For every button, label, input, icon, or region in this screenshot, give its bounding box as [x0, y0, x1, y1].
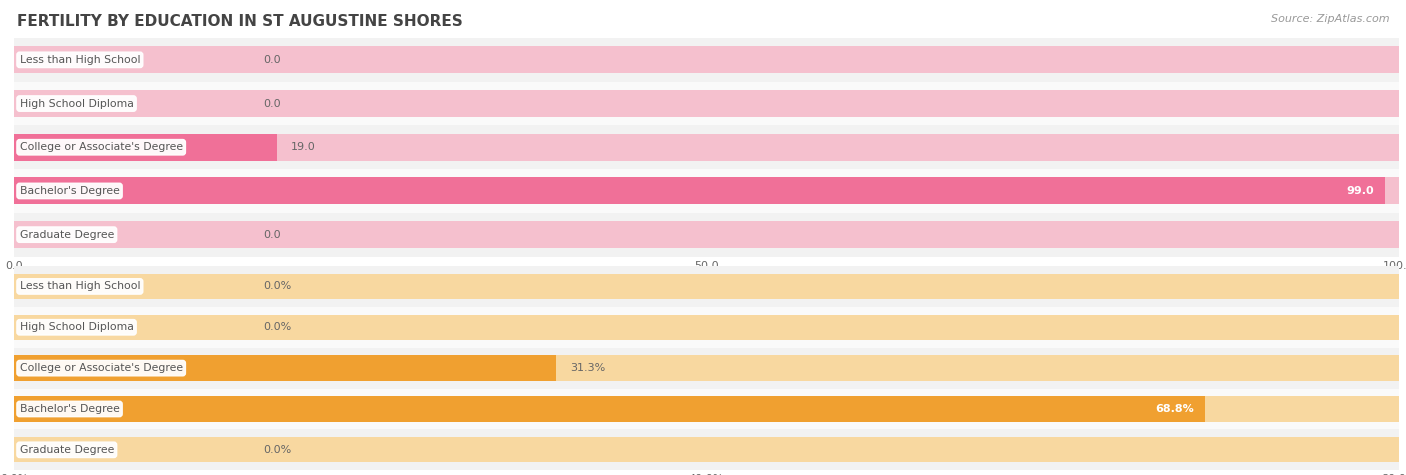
- Text: College or Associate's Degree: College or Associate's Degree: [20, 142, 183, 152]
- Text: 0.0: 0.0: [263, 229, 281, 240]
- Bar: [14, 389, 1399, 429]
- Bar: [14, 396, 1205, 422]
- Text: Source: ZipAtlas.com: Source: ZipAtlas.com: [1271, 14, 1389, 24]
- Bar: [14, 46, 1399, 74]
- Bar: [14, 125, 1399, 169]
- Text: 0.0%: 0.0%: [263, 322, 291, 332]
- Bar: [14, 307, 1399, 348]
- Bar: [14, 177, 1399, 205]
- Bar: [14, 266, 1399, 307]
- Text: 0.0: 0.0: [263, 98, 281, 109]
- Text: 19.0: 19.0: [291, 142, 316, 152]
- Text: 99.0: 99.0: [1347, 186, 1374, 196]
- Text: 0.0%: 0.0%: [263, 281, 291, 292]
- Bar: [14, 133, 277, 161]
- Bar: [14, 274, 1399, 299]
- Bar: [14, 355, 555, 381]
- Bar: [14, 90, 1399, 117]
- Text: 0.0%: 0.0%: [263, 445, 291, 455]
- Bar: [14, 38, 1399, 82]
- Bar: [14, 396, 1399, 422]
- Text: High School Diploma: High School Diploma: [20, 98, 134, 109]
- Bar: [14, 177, 1385, 205]
- Text: 31.3%: 31.3%: [569, 363, 605, 373]
- Text: Graduate Degree: Graduate Degree: [20, 229, 114, 240]
- Bar: [14, 213, 1399, 256]
- Text: FERTILITY BY EDUCATION IN ST AUGUSTINE SHORES: FERTILITY BY EDUCATION IN ST AUGUSTINE S…: [17, 14, 463, 29]
- Bar: [14, 314, 1399, 340]
- Bar: [14, 221, 1399, 248]
- Bar: [14, 82, 1399, 125]
- Text: 68.8%: 68.8%: [1156, 404, 1194, 414]
- Bar: [14, 348, 1399, 389]
- Text: High School Diploma: High School Diploma: [20, 322, 134, 332]
- Text: Bachelor's Degree: Bachelor's Degree: [20, 186, 120, 196]
- Text: Bachelor's Degree: Bachelor's Degree: [20, 404, 120, 414]
- Text: College or Associate's Degree: College or Associate's Degree: [20, 363, 183, 373]
- Bar: [14, 355, 1399, 381]
- Bar: [14, 437, 1399, 463]
- Text: Graduate Degree: Graduate Degree: [20, 445, 114, 455]
- Bar: [14, 429, 1399, 470]
- Text: Less than High School: Less than High School: [20, 281, 141, 292]
- Bar: [14, 133, 1399, 161]
- Text: Less than High School: Less than High School: [20, 55, 141, 65]
- Text: 0.0: 0.0: [263, 55, 281, 65]
- Bar: [14, 169, 1399, 213]
